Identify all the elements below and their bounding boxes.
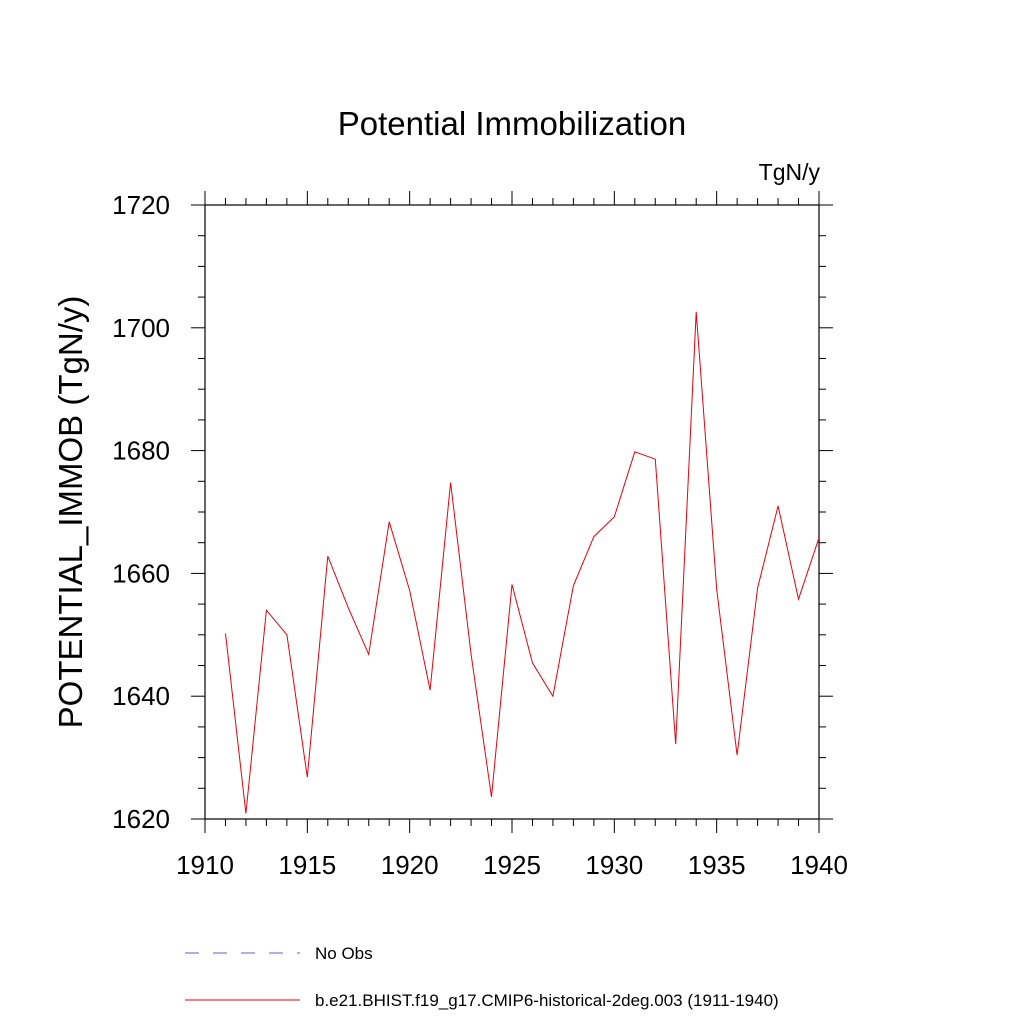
x-tick-label: 1930 <box>585 850 643 880</box>
x-tick-label: 1935 <box>688 850 746 880</box>
plot-frame <box>204 204 820 820</box>
y-axis-label: POTENTIAL_IMMOB (TgN/y) <box>52 296 89 729</box>
legend-label-no-obs: No Obs <box>315 944 373 963</box>
y-tick-label: 1620 <box>112 804 170 834</box>
y-tick-label: 1700 <box>112 313 170 343</box>
x-tick-label: 1920 <box>381 850 439 880</box>
x-tick-label: 1910 <box>176 850 234 880</box>
x-tick-label: 1915 <box>278 850 336 880</box>
legend-label-model-run: b.e21.BHIST.f19_g17.CMIP6-historical-2de… <box>315 991 779 1010</box>
y-tick-label: 1640 <box>112 681 170 711</box>
axis-ticks <box>191 191 833 833</box>
y-tick-label: 1720 <box>112 190 170 220</box>
x-tick-label: 1925 <box>483 850 541 880</box>
chart-title: Potential Immobilization <box>338 105 687 142</box>
series-lines <box>225 311 820 814</box>
tick-labels: 1910 1915 1920 1925 1930 1935 1940 1620 1640 1660… <box>112 190 848 880</box>
legend: No Obs b.e21.BHIST.f19_g17.CMIP6-histori… <box>185 944 779 1010</box>
series-line-0 <box>225 311 820 814</box>
y-tick-label: 1680 <box>112 436 170 466</box>
units-label: TgN/y <box>759 159 821 185</box>
y-tick-label: 1660 <box>112 558 170 588</box>
x-tick-label: 1940 <box>790 850 848 880</box>
